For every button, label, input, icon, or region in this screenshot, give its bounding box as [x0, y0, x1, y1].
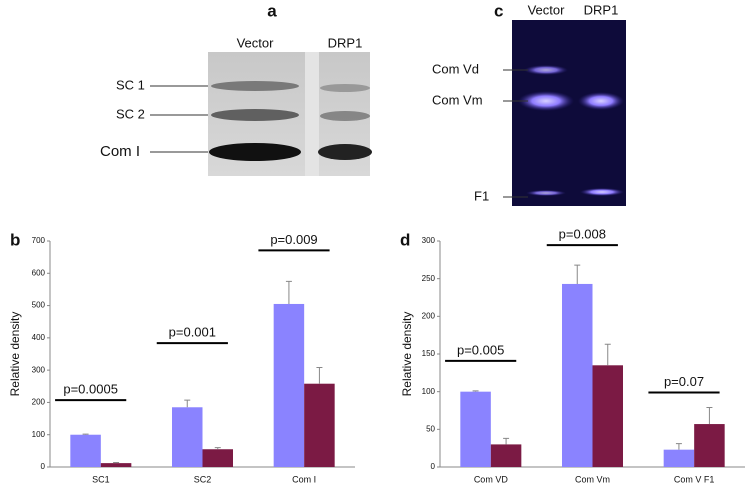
y-tick-label: 200: [422, 311, 436, 320]
bar: [663, 449, 695, 467]
x-tick-label: Com V F1: [674, 474, 715, 484]
error-bar: [113, 461, 120, 464]
y-tick-label: 600: [32, 268, 46, 277]
y-tick-label: 200: [32, 398, 46, 407]
x-tick-label: SC1: [92, 474, 110, 484]
p-value: p=0.0005: [63, 382, 118, 397]
panel-label: b: [10, 230, 20, 249]
error-bar: [285, 280, 292, 304]
bar: [172, 407, 203, 467]
lane-label: Vector: [237, 35, 275, 50]
y-tick-label: 250: [422, 274, 436, 283]
bar: [694, 424, 725, 467]
y-tick-label: 150: [422, 349, 436, 358]
x-tick-label: Com Vm: [575, 474, 610, 484]
y-tick-label: 0: [41, 462, 46, 471]
x-tick-label: Com VD: [474, 474, 509, 484]
bar: [70, 434, 101, 467]
error-bar: [316, 367, 323, 384]
error-bar: [675, 443, 682, 450]
y-tick-label: 100: [32, 430, 46, 439]
panel-label: a: [267, 1, 277, 20]
error-bar: [82, 433, 89, 435]
bar: [592, 365, 623, 467]
p-value: p=0.009: [270, 232, 317, 247]
bar: [202, 449, 233, 467]
band-label: Com Vd: [432, 61, 479, 76]
error-bar: [706, 406, 713, 425]
y-tick-label: 300: [422, 236, 436, 245]
error-bar: [184, 399, 191, 408]
bar: [273, 303, 305, 467]
lane-label: DRP1: [584, 2, 619, 17]
y-tick-label: 500: [32, 301, 46, 310]
y-tick-label: 400: [32, 333, 46, 342]
band-label: SC 2: [116, 106, 145, 121]
error-bar: [503, 437, 510, 445]
lane-label: Vector: [528, 2, 566, 17]
bar: [100, 463, 132, 467]
p-value: p=0.07: [664, 374, 704, 389]
error-bar: [472, 390, 479, 392]
y-axis-label: Relative density: [400, 312, 414, 397]
gel-a: [150, 52, 372, 176]
error-bar: [604, 343, 611, 366]
x-tick-label: SC2: [194, 474, 212, 484]
p-value: p=0.001: [169, 325, 216, 340]
x-tick-label: Com I: [292, 474, 316, 484]
y-tick-label: 700: [32, 236, 46, 245]
panel-label: d: [400, 230, 410, 249]
y-tick-label: 0: [431, 462, 436, 471]
y-axis-label: Relative density: [8, 312, 22, 397]
bar: [490, 444, 522, 467]
lane-label: DRP1: [328, 35, 363, 50]
error-bar: [214, 447, 221, 450]
band-label: SC 1: [116, 77, 145, 92]
band-label: Com I: [100, 143, 140, 160]
error-bar: [574, 264, 581, 284]
p-value: p=0.008: [559, 227, 606, 242]
y-tick-label: 300: [32, 365, 46, 374]
band-label: F1: [474, 188, 489, 203]
bar: [562, 283, 593, 467]
bar: [460, 391, 491, 467]
band-label: Com Vm: [432, 92, 483, 107]
p-value: p=0.005: [457, 342, 504, 357]
gel-c: [503, 20, 626, 206]
y-tick-label: 100: [422, 387, 436, 396]
y-tick-label: 50: [426, 424, 435, 433]
bar: [304, 383, 335, 467]
panel-label: c: [494, 1, 503, 20]
